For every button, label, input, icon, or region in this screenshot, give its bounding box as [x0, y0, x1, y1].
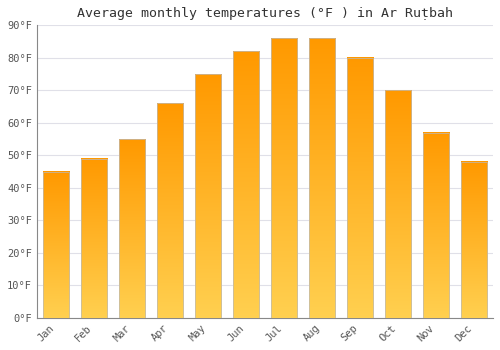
Bar	[118, 139, 145, 318]
Bar	[194, 74, 221, 318]
Bar	[422, 133, 450, 318]
Bar	[270, 38, 297, 318]
Title: Average monthly temperatures (°F ) in Ar Ruṭbah: Average monthly temperatures (°F ) in Ar…	[77, 7, 453, 20]
Bar	[232, 51, 259, 318]
Bar	[42, 172, 69, 318]
Bar	[384, 90, 411, 318]
Bar	[460, 162, 487, 318]
Bar	[156, 103, 183, 318]
Bar	[308, 38, 336, 318]
Bar	[346, 58, 374, 318]
Bar	[80, 159, 107, 318]
